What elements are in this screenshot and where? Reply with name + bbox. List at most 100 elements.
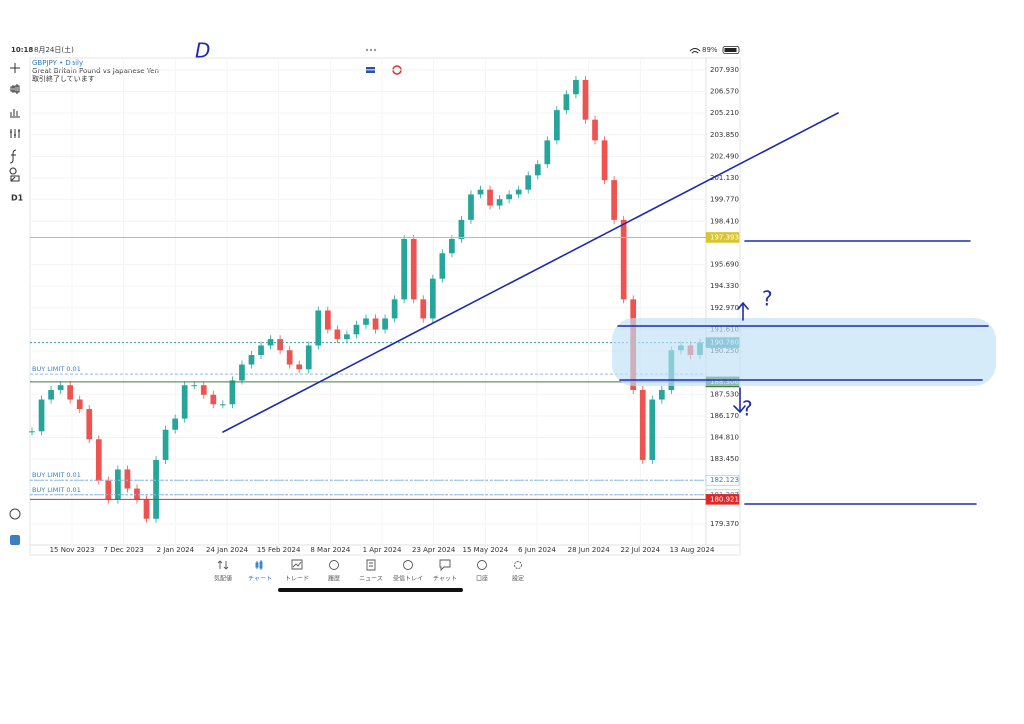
nav-icon[interactable] (403, 560, 413, 570)
candle-body (105, 480, 112, 500)
candle-body (172, 418, 179, 430)
candle-body (210, 394, 217, 405)
price-tag-label: 188.306 (710, 378, 739, 386)
candle-body (191, 385, 198, 387)
candle-body (563, 94, 570, 111)
y-tick-label: 191.610 (710, 325, 739, 333)
price-tag (705, 474, 740, 486)
chart-type-tool[interactable] (10, 84, 20, 94)
nav-label[interactable]: ニュース (359, 576, 383, 583)
nav-icon[interactable] (329, 560, 339, 570)
candle-body (134, 488, 140, 500)
nav-label[interactable]: 履歴 (328, 576, 340, 583)
nav-icon[interactable] (255, 560, 263, 570)
candle-body (248, 355, 255, 365)
candle-body (553, 110, 560, 141)
zoom-button[interactable] (9, 508, 21, 520)
candle-body (200, 385, 207, 395)
candle-body (601, 140, 608, 181)
candle-body (344, 334, 350, 340)
nav-label[interactable]: 気配値 (214, 575, 232, 583)
y-tick-label: 205.210 (710, 109, 739, 117)
nav-label[interactable]: 口座 (476, 575, 488, 583)
candle-body (534, 164, 541, 176)
nav-icon[interactable] (291, 559, 303, 570)
candle-body (372, 318, 379, 330)
nav-icon[interactable] (477, 560, 487, 570)
candle-body (363, 318, 369, 325)
candle-body (124, 469, 131, 489)
nav-icon[interactable] (366, 559, 376, 571)
settings-tool[interactable] (10, 129, 20, 138)
candle-body (57, 385, 64, 390)
x-tick-label: 8 Mar 2024 (310, 546, 350, 554)
y-tick-label: 199.770 (710, 196, 739, 204)
x-tick-label: 1 Apr 2024 (363, 546, 402, 554)
crosshair-tool[interactable] (10, 63, 20, 73)
nav-icons (217, 559, 522, 572)
candle-body (420, 299, 427, 319)
nav-icon[interactable] (439, 559, 451, 572)
candle-body (258, 345, 264, 356)
nav-label[interactable]: チャット (433, 576, 457, 583)
candle-body (477, 189, 484, 195)
candle-body (153, 459, 159, 519)
candle-body (286, 350, 293, 365)
candle-body (95, 439, 102, 481)
nav-icon[interactable] (217, 560, 229, 570)
app-button[interactable] (10, 535, 20, 545)
status-battery: 89% (702, 46, 718, 54)
candle-body (544, 140, 551, 165)
price-tag (705, 494, 740, 505)
candle-body (658, 389, 665, 400)
candle-body (573, 79, 579, 95)
x-tick-label: 15 May 2024 (463, 546, 509, 554)
candle-body (487, 189, 493, 206)
chart-status: 取引終了しています (32, 74, 95, 83)
status-date: 8月24日(土) (34, 45, 74, 54)
candle-body (315, 310, 322, 346)
wifi-icon (689, 48, 701, 54)
nav-label[interactable]: チャート (248, 576, 272, 583)
candle-body (334, 329, 341, 340)
candle-body (76, 399, 83, 410)
nav-label[interactable]: トレード (285, 576, 309, 583)
candle-body (639, 389, 646, 460)
candle-body (649, 399, 656, 460)
candle-body (449, 238, 455, 254)
nav-icon[interactable] (514, 561, 522, 569)
nav-label[interactable]: 設定 (512, 575, 524, 583)
candle-body (515, 189, 522, 195)
order-label: BUY LIMIT 0.01 (32, 471, 81, 479)
x-tick-label: 13 Aug 2024 (670, 546, 715, 554)
candle-body (697, 342, 703, 356)
candle-body (181, 385, 188, 419)
candle-body (439, 253, 446, 279)
objects-tool[interactable] (9, 167, 20, 182)
order-label: BUY LIMIT 0.01 (32, 365, 81, 373)
y-tick-label: 186.170 (710, 412, 739, 420)
function-tool[interactable] (9, 149, 17, 164)
timeframe[interactable]: D1 (11, 194, 24, 203)
y-tick-label: 183.450 (710, 455, 739, 463)
candle-body (496, 199, 503, 206)
y-tick-label: 194.330 (710, 282, 739, 290)
y-tick-label: 203.850 (710, 131, 739, 139)
candle-body (410, 238, 417, 300)
candle-body (324, 310, 331, 330)
price-tag-label: 190.780 (710, 339, 739, 347)
x-tick-label: 23 Apr 2024 (412, 546, 456, 554)
indicator-tool[interactable] (10, 109, 20, 118)
nav-label[interactable]: 受信トレイ (393, 575, 423, 583)
candle-body (48, 389, 54, 400)
candle-body (668, 350, 675, 390)
candle-body (458, 219, 465, 239)
home-indicator (278, 588, 463, 592)
multitask-dots[interactable] (365, 48, 377, 52)
candle-body (401, 238, 408, 300)
candle-body (468, 194, 474, 220)
y-tick-label: 187.530 (710, 390, 739, 398)
y-tick-label: 202.490 (710, 152, 739, 160)
